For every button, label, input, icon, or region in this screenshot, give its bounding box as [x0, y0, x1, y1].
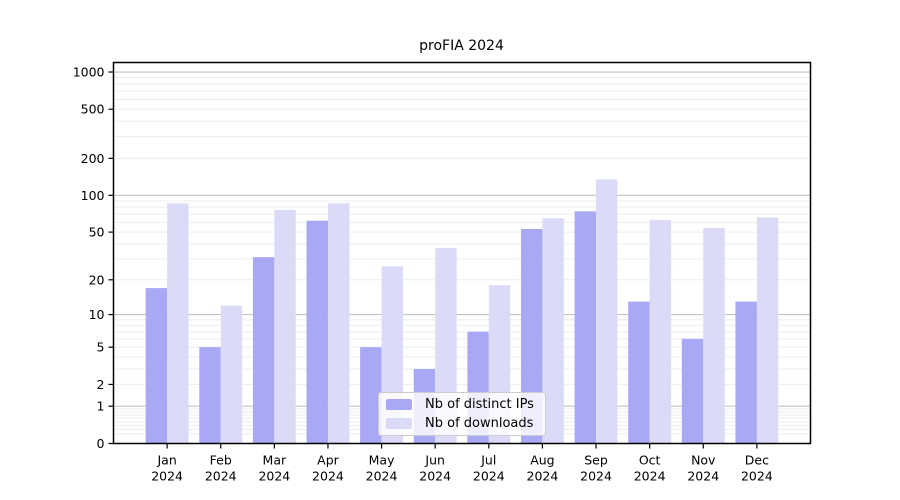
x-tick-label-year: 2024 — [527, 469, 559, 484]
legend-swatch-downloads — [386, 418, 412, 429]
bar-downloads-nov — [703, 228, 725, 444]
bar-downloads-aug — [542, 218, 564, 444]
x-tick-label-month: Sep — [584, 453, 608, 468]
legend-item-downloads: Nb of downloads — [386, 417, 538, 430]
legend-item-distinct-ips: Nb of distinct IPs — [386, 398, 538, 411]
legend: Nb of distinct IPs Nb of downloads — [378, 392, 546, 436]
bar-distinct-ips-jan — [145, 288, 168, 444]
legend-swatch-distinct-ips — [386, 399, 412, 410]
y-tick-label: 2 — [97, 377, 105, 392]
bar-distinct-ips-aug — [520, 229, 543, 444]
x-tick-label-year: 2024 — [634, 469, 666, 484]
y-tick-label: 20 — [89, 272, 105, 287]
x-tick-label-year: 2024 — [151, 469, 183, 484]
x-tick-label-month: Feb — [210, 453, 232, 468]
y-tick-label: 10 — [89, 307, 105, 322]
bar-distinct-ips-mar — [252, 257, 275, 444]
x-tick-label-month: May — [369, 453, 395, 468]
y-tick-label: 50 — [89, 225, 105, 240]
plot-border — [112, 61, 812, 445]
x-tick-label-month: Mar — [263, 453, 287, 468]
x-tick-label-year: 2024 — [205, 469, 237, 484]
bar-downloads-mar — [274, 209, 296, 444]
y-tick-label: 1 — [97, 399, 105, 414]
y-tick-label: 5 — [97, 340, 105, 355]
y-tick-label: 1000 — [73, 65, 105, 80]
bar-downloads-jan — [167, 203, 189, 444]
bar-distinct-ips-oct — [628, 301, 650, 444]
y-tick-label: 0 — [97, 436, 105, 451]
y-tick-label: 200 — [81, 151, 105, 166]
bar-distinct-ips-nov — [681, 338, 704, 444]
x-tick-label-year: 2024 — [419, 469, 451, 484]
x-tick-label-month: Jan — [156, 453, 176, 468]
bar-distinct-ips-feb — [199, 347, 221, 444]
legend-label-downloads: Nb of downloads — [425, 416, 534, 431]
x-tick-label-month: Jun — [424, 453, 445, 468]
x-tick-label-month: Nov — [691, 453, 716, 468]
x-tick-label-month: Dec — [745, 453, 769, 468]
y-tick-label: 500 — [81, 102, 105, 117]
bar-downloads-sep — [596, 179, 618, 444]
bar-distinct-ips-sep — [574, 211, 597, 444]
bar-downloads-feb — [220, 305, 243, 444]
x-tick-label-year: 2024 — [741, 469, 773, 484]
x-tick-label-month: Jul — [480, 453, 496, 468]
x-tick-label-year: 2024 — [473, 469, 505, 484]
bar-downloads-apr — [327, 203, 350, 444]
bar-distinct-ips-dec — [735, 301, 757, 444]
x-tick-label-year: 2024 — [366, 469, 398, 484]
x-tick-label-year: 2024 — [258, 469, 290, 484]
bar-distinct-ips-may — [360, 347, 382, 444]
bar-downloads-oct — [649, 219, 672, 444]
bar-distinct-ips-apr — [306, 220, 328, 444]
x-tick-label-year: 2024 — [312, 469, 344, 484]
x-tick-label-month: Oct — [639, 453, 661, 468]
chart-title: proFIA 2024 — [419, 38, 504, 54]
legend-label-distinct-ips: Nb of distinct IPs — [425, 397, 534, 412]
y-tick-label: 100 — [81, 188, 105, 203]
bar-downloads-dec — [756, 217, 779, 444]
x-tick-label-month: Apr — [317, 453, 339, 468]
x-tick-label-month: Aug — [530, 453, 554, 468]
x-tick-label-year: 2024 — [687, 469, 719, 484]
x-tick-label-year: 2024 — [580, 469, 612, 484]
